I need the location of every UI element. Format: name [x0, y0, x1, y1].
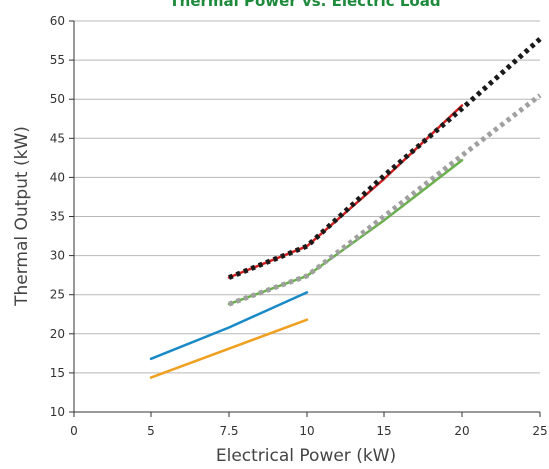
grid: [74, 20, 540, 413]
y-ticks: 10 15 20 25 30 35 40 45 50 55 60: [50, 14, 74, 419]
y-tick-label: 30: [50, 249, 65, 263]
y-tick-label: 15: [50, 366, 65, 380]
x-ticks: 0 5 7.5 10 15 20 25: [70, 412, 548, 438]
x-tick-label: 5: [147, 424, 155, 438]
y-tick-label: 10: [50, 405, 65, 419]
y-tick-label: 40: [50, 170, 65, 184]
x-tick-label: 7.5: [219, 424, 238, 438]
y-tick-label: 45: [50, 131, 65, 145]
series-line-6: [228, 37, 542, 280]
x-tick-label: 25: [532, 424, 547, 438]
y-tick-label: 35: [50, 210, 65, 224]
chart-title: Thermal Power vs. Electric Load: [169, 0, 440, 10]
y-axis-label: Thermal Output (kW): [12, 126, 32, 307]
series-line-1: [149, 291, 309, 361]
series-line-5: [228, 93, 542, 307]
y-tick-label: 25: [50, 288, 65, 302]
x-tick-label: 20: [454, 424, 469, 438]
series-group: [149, 37, 542, 379]
x-axis-label: Electrical Power (kW): [216, 446, 396, 466]
series-line-2: [149, 318, 309, 379]
x-tick-label: 15: [376, 424, 391, 438]
y-tick-label: 20: [50, 327, 65, 341]
x-tick-label: 10: [299, 424, 314, 438]
y-tick-label: 55: [50, 53, 65, 67]
x-tick-label: 0: [70, 424, 78, 438]
y-tick-label: 60: [50, 14, 65, 28]
series-line-4: [227, 104, 464, 279]
y-tick-label: 50: [50, 92, 65, 106]
